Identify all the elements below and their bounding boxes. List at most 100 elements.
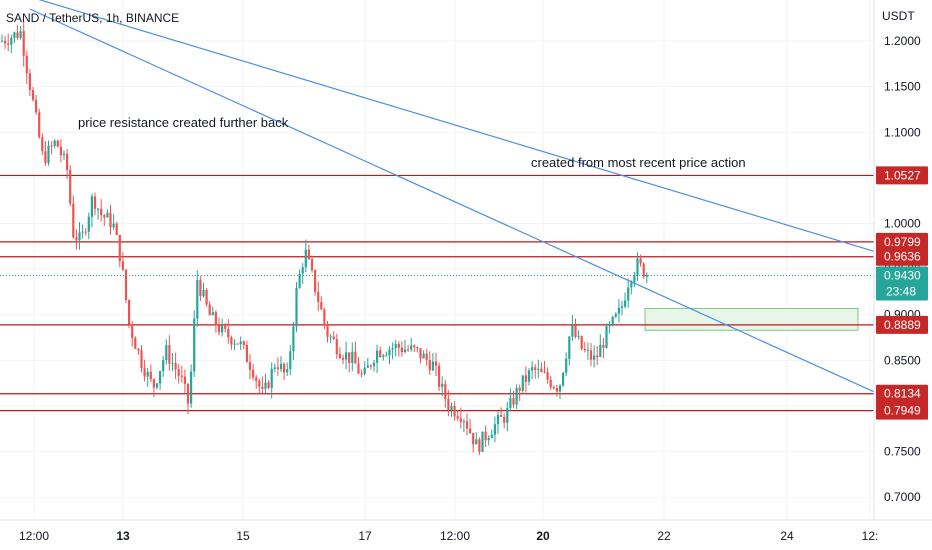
candle-body bbox=[438, 365, 441, 387]
candle-body bbox=[118, 234, 121, 262]
candle-body bbox=[307, 249, 310, 260]
candle-body bbox=[394, 343, 397, 349]
candle-body bbox=[186, 383, 190, 404]
candle-body bbox=[13, 32, 16, 38]
level-price-tag-label: 0.7949 bbox=[884, 404, 921, 418]
candle-body bbox=[549, 379, 552, 388]
candle-body bbox=[562, 372, 565, 386]
price-tick-label: 0.7500 bbox=[884, 445, 921, 459]
time-axis-ticks[interactable]: 12:00 13 15 17 12:00 20 22 24 12: bbox=[19, 529, 878, 543]
candle-body bbox=[81, 231, 84, 233]
candle-body bbox=[407, 349, 410, 351]
price-tick-label: 1.1000 bbox=[884, 125, 921, 139]
candle-body bbox=[472, 432, 475, 445]
price-tick-label: 1.0000 bbox=[884, 217, 921, 231]
candle-body bbox=[496, 415, 500, 425]
candle-body bbox=[462, 421, 465, 423]
candle-body bbox=[500, 415, 503, 417]
highlight-zone[interactable] bbox=[644, 307, 859, 331]
candle-body bbox=[620, 306, 624, 308]
candle-body bbox=[338, 353, 341, 358]
candle-body bbox=[624, 300, 627, 307]
candle-body bbox=[425, 353, 428, 360]
candle-body bbox=[580, 336, 583, 350]
candle-body bbox=[103, 215, 106, 218]
candle-body bbox=[258, 380, 261, 387]
candle-body bbox=[413, 345, 416, 348]
candle-body bbox=[565, 358, 568, 373]
candle-body bbox=[317, 291, 320, 303]
candle-body bbox=[137, 348, 140, 351]
candle-body bbox=[292, 326, 295, 352]
price-tick-label: 1.1500 bbox=[884, 80, 921, 94]
candle-body bbox=[493, 424, 496, 435]
candle-body bbox=[379, 350, 382, 358]
candle-body bbox=[627, 287, 630, 301]
candle-body bbox=[25, 55, 28, 74]
candle-body bbox=[543, 371, 546, 373]
candle-body bbox=[90, 196, 93, 217]
candle-body bbox=[168, 345, 171, 364]
time-tick-label: 13 bbox=[116, 529, 130, 543]
candle-body bbox=[208, 304, 211, 316]
candle-body bbox=[183, 376, 186, 384]
candle-body bbox=[165, 345, 168, 361]
candle-body bbox=[93, 196, 97, 209]
candle-body bbox=[171, 363, 174, 365]
candle-body bbox=[614, 313, 617, 317]
candle-body bbox=[143, 367, 146, 377]
candle-body bbox=[109, 212, 112, 228]
candle-body bbox=[534, 367, 537, 370]
candle-body bbox=[323, 309, 326, 324]
candle-body bbox=[155, 383, 159, 388]
candle-body bbox=[515, 387, 518, 405]
candle-body bbox=[447, 398, 450, 411]
candle-body bbox=[630, 282, 633, 288]
trendlines[interactable] bbox=[0, 0, 875, 393]
candle-body bbox=[416, 347, 419, 349]
candle-body bbox=[7, 43, 10, 45]
candle-body bbox=[106, 212, 109, 218]
annotation-left[interactable]: price resistance created further back bbox=[78, 115, 289, 130]
candle-body bbox=[645, 275, 648, 277]
candle-body bbox=[366, 365, 369, 368]
candle-body bbox=[484, 431, 487, 441]
candle-body bbox=[242, 341, 245, 345]
candle-body bbox=[577, 336, 580, 338]
candle-body bbox=[633, 275, 636, 283]
candle-body bbox=[546, 372, 549, 380]
symbol-title[interactable]: SAND / TetherUS, 1h, BINANCE bbox=[6, 11, 179, 25]
candle-body bbox=[304, 249, 307, 268]
horizontal-levels[interactable] bbox=[0, 174, 874, 412]
candle-body bbox=[69, 169, 72, 204]
candle-body bbox=[199, 280, 202, 296]
candle-body bbox=[608, 324, 611, 327]
annotation-right[interactable]: created from most recent price action bbox=[531, 155, 746, 170]
candle-body bbox=[152, 379, 155, 388]
candle-body bbox=[524, 375, 527, 382]
candle-body bbox=[100, 208, 103, 216]
candle-body bbox=[428, 359, 431, 371]
time-tick-label: 12:00 bbox=[440, 529, 470, 543]
grid bbox=[0, 0, 874, 520]
candle-body bbox=[400, 347, 403, 353]
candle-body bbox=[419, 348, 422, 359]
candle-body bbox=[636, 258, 639, 276]
candle-body bbox=[506, 408, 509, 423]
candle-body bbox=[586, 350, 589, 352]
candle-body bbox=[53, 140, 56, 146]
candle-body bbox=[537, 368, 540, 370]
candle-body bbox=[332, 336, 335, 340]
trendline bbox=[29, 8, 875, 393]
candle-body bbox=[434, 361, 438, 366]
candle-body bbox=[348, 352, 351, 363]
level-price-tag bbox=[876, 232, 928, 251]
candle-body bbox=[177, 369, 180, 376]
candle-body bbox=[611, 316, 614, 325]
trendline bbox=[38, 0, 875, 252]
candle-body bbox=[558, 385, 562, 392]
candle-body bbox=[571, 325, 574, 337]
candle-body bbox=[78, 232, 81, 241]
